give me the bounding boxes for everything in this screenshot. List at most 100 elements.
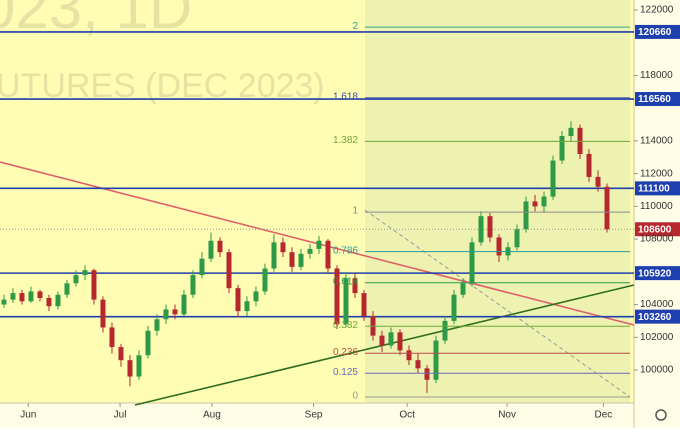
- candle-body: [325, 240, 331, 269]
- candle-body: [604, 186, 610, 230]
- candle-body: [28, 291, 34, 302]
- fib-trend: [364, 209, 631, 398]
- candles: [1, 121, 610, 393]
- level-tag: [635, 309, 680, 324]
- candle-body: [190, 275, 196, 295]
- candle-body: [55, 294, 61, 307]
- candle-body: [262, 268, 268, 292]
- candle-body: [1, 299, 7, 305]
- candle-body: [37, 291, 43, 298]
- candle-body: [361, 293, 367, 316]
- price-tag: [635, 222, 680, 237]
- candle-body: [514, 229, 520, 248]
- y-tick-label: 112000: [640, 168, 673, 179]
- candle-body: [271, 242, 277, 269]
- candle-body: [406, 350, 412, 361]
- candle-body: [433, 340, 439, 380]
- candle-body: [127, 360, 133, 377]
- y-tick-label: 122000: [640, 5, 674, 16]
- candle-body: [172, 309, 178, 315]
- candle-body: [379, 335, 385, 346]
- candle-body: [217, 240, 223, 253]
- level-tag: [635, 181, 680, 196]
- candle-body: [550, 160, 556, 197]
- candle-body: [226, 252, 232, 289]
- y-tick-label: 104000: [640, 299, 674, 310]
- y-tick-label: 110000: [640, 201, 673, 212]
- x-tick-label: Dec: [594, 410, 612, 421]
- candle-body: [118, 347, 124, 361]
- fib-label: 0.236: [333, 347, 358, 358]
- x-tick-label: Jun: [20, 410, 36, 421]
- candle-body: [559, 135, 565, 161]
- candle-body: [307, 248, 313, 254]
- candle-body: [19, 293, 25, 302]
- y-tick-label: 108000: [640, 234, 674, 245]
- fib-label: 1: [352, 206, 358, 217]
- candle-body: [415, 360, 421, 369]
- level-tag: [635, 24, 680, 39]
- fib-label: 1.382: [333, 135, 358, 146]
- fib-label: 0.125: [333, 367, 358, 378]
- candle-body: [586, 153, 592, 177]
- trend-line: [134, 284, 635, 406]
- candle-body: [289, 252, 295, 267]
- candle-body: [487, 216, 493, 238]
- candle-body: [91, 270, 97, 300]
- candle-body: [208, 240, 214, 259]
- fib-label: 1.618: [333, 92, 358, 103]
- candle-body: [280, 242, 286, 253]
- candle-body: [154, 319, 160, 331]
- x-tick-label: Nov: [498, 410, 516, 421]
- fib-label: 0: [352, 391, 358, 402]
- x-tick-label: Sep: [305, 410, 323, 421]
- candle-body: [109, 327, 115, 348]
- level-label: 103260: [638, 312, 672, 323]
- time-axis: [0, 403, 634, 428]
- candle-body: [532, 201, 538, 207]
- candle-body: [334, 268, 340, 325]
- price-axis: [634, 0, 680, 428]
- candle-body: [388, 332, 394, 346]
- level-label: 105920: [638, 268, 672, 279]
- candle-body: [469, 242, 475, 284]
- candle-body: [145, 330, 151, 356]
- candle-body: [316, 240, 322, 249]
- watermark: 023, 1D: [0, 0, 192, 41]
- candle-body: [424, 368, 430, 380]
- level-label: 111100: [638, 184, 670, 195]
- fib-label: 2: [352, 21, 358, 32]
- candle-body: [64, 283, 70, 295]
- candle-body: [82, 270, 88, 276]
- level-tag: [635, 266, 680, 281]
- candle-body: [73, 275, 79, 284]
- candle-body: [460, 283, 466, 295]
- candle-body: [181, 294, 187, 315]
- y-tick-label: 100000: [640, 365, 674, 376]
- candle-body: [46, 297, 52, 307]
- level-label: 120660: [638, 27, 672, 38]
- candle-body: [199, 258, 205, 276]
- candle-body: [10, 293, 16, 300]
- settings-icon[interactable]: [655, 409, 667, 421]
- candle-body: [352, 278, 358, 294]
- candle-body: [478, 216, 484, 243]
- level-label: 116560: [638, 94, 671, 105]
- candle-body: [235, 288, 241, 312]
- fib-label: 0.786: [333, 245, 358, 256]
- candle-body: [136, 355, 142, 377]
- candle-body: [442, 320, 448, 341]
- y-tick-label: 114000: [640, 136, 673, 147]
- candle-body: [451, 294, 457, 321]
- x-tick-label: Aug: [203, 410, 221, 421]
- candle-body: [298, 253, 304, 267]
- candle-body: [595, 176, 601, 187]
- y-tick-label: 102000: [640, 332, 674, 343]
- fib-zone: [365, 0, 630, 403]
- candle-body: [568, 127, 574, 136]
- fib-label: 0.382: [333, 320, 358, 331]
- candle-body: [100, 299, 106, 328]
- candle-body: [541, 196, 547, 207]
